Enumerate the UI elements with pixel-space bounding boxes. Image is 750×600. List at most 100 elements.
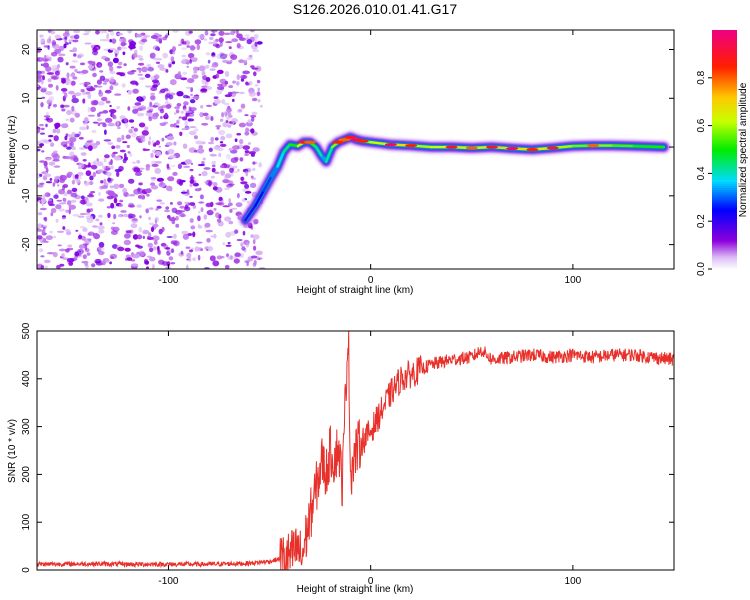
heatmap-noise-cell: [44, 165, 48, 169]
heatmap-noise-cell: [65, 156, 71, 160]
heatmap-noise-cell: [63, 43, 67, 49]
heatmap-noise-cell: [179, 205, 186, 209]
heatmap-noise-cell: [37, 228, 42, 232]
heatmap-noise-cell: [44, 192, 51, 198]
heatmap-noise-cell: [114, 53, 118, 57]
heatmap-noise-cell: [201, 170, 208, 177]
heatmap-noise-cell: [252, 147, 260, 152]
heatmap-noise-cell: [98, 214, 103, 218]
heatmap-noise-cell: [110, 226, 115, 231]
heatmap-noise-cell: [253, 245, 257, 251]
heatmap-noise-cell: [177, 163, 182, 170]
heatmap-noise-cell: [231, 207, 238, 210]
heatmap-noise-cell: [119, 203, 124, 207]
heatmap-noise-cell: [51, 65, 59, 71]
heatmap-noise-cell: [114, 49, 120, 55]
heatmap-noise-cell: [206, 237, 211, 243]
heatmap-noise-cell: [87, 194, 95, 198]
heatmap-noise-cell: [148, 222, 155, 225]
heatmap-noise-cell: [187, 233, 193, 236]
heatmap-noise-cell: [164, 35, 168, 38]
heatmap-noise-cell: [127, 106, 131, 111]
heatmap-noise-cell: [99, 70, 104, 73]
heatmap-noise-cell: [256, 91, 261, 97]
heatmap-ridge-segment: [270, 165, 279, 178]
heatmap-noise-cell: [175, 152, 179, 156]
colorbar-cell: [712, 131, 737, 135]
snr-panel: -100 0 100 0 100 200 300 400 500 Height of stra…: [7, 322, 675, 595]
heatmap-noise-cell: [84, 42, 92, 45]
heatmap-noise-cell: [228, 46, 232, 50]
heatmap-noise-cell: [102, 123, 107, 128]
heatmap-noise-cell: [221, 112, 225, 118]
heatmap-noise-cell: [147, 66, 154, 72]
heatmap-noise-cell: [153, 81, 161, 87]
heatmap-noise-cell: [255, 250, 263, 256]
colorbar-cell: [712, 265, 737, 268]
heatmap-noise-cell: [109, 105, 112, 107]
colorbar-cell: [712, 143, 737, 147]
heatmap-noise-cell: [244, 150, 250, 154]
heatmap-noise-cell: [213, 146, 220, 150]
colorbar-tick-label: 0.4: [696, 166, 707, 180]
heatmap-noise-cell: [226, 153, 231, 160]
heatmap-noise-cell: [253, 218, 259, 225]
heatmap-noise-cell: [200, 207, 204, 213]
heatmap-noise-cell: [116, 137, 122, 143]
heatmap-noise-cell: [107, 61, 114, 67]
heatmap-noise-cell: [48, 83, 53, 88]
heatmap-noise-cell: [141, 66, 148, 73]
heatmap-noise-cell: [53, 122, 61, 128]
heatmap-noise-cell: [118, 214, 122, 218]
heatmap-noise-cell: [190, 175, 194, 180]
heatmap-noise-cell: [213, 96, 219, 99]
heatmap-noise-cell: [148, 116, 152, 119]
colorbar-cell: [712, 251, 737, 254]
colorbar-cell: [712, 155, 737, 159]
heatmap-noise-cell: [103, 178, 107, 185]
heatmap-noise-cell: [162, 52, 168, 59]
heatmap-noise-cell: [43, 226, 46, 230]
heatmap-noise-cell: [84, 181, 90, 187]
heatmap-noise-cell: [154, 150, 162, 157]
heatmap-noise-cell: [62, 32, 70, 37]
heatmap-noise-cell: [223, 102, 230, 106]
heatmap-noise-cell: [204, 38, 208, 41]
heatmap-noise-cell: [107, 190, 115, 196]
heatmap-noise-cell: [62, 104, 70, 108]
colorbar-cell: [712, 107, 737, 111]
colorbar-cell: [712, 139, 737, 143]
colorbar-cell: [712, 181, 737, 184]
heatmap-noise-cell: [218, 152, 222, 158]
heatmap-noise-cell: [66, 109, 72, 116]
colorbar-cell: [712, 97, 737, 101]
colorbar-cell: [712, 257, 737, 260]
heatmap-noise-cell: [175, 215, 179, 221]
heatmap-noise-cell: [154, 161, 162, 164]
heatmap-noise-cell: [59, 174, 67, 181]
heatmap-noise-cell: [194, 246, 200, 252]
heatmap-noise-cell: [171, 164, 176, 168]
heatmap-noise-cell: [160, 180, 163, 186]
colorbar-tick-label: 0.6: [696, 118, 707, 132]
heatmap-y-tick-label: 10: [21, 92, 32, 104]
heatmap-noise-cell: [37, 85, 40, 88]
heatmap-noise-cell: [199, 194, 204, 200]
heatmap-noise-cell: [65, 133, 69, 137]
heatmap-noise-cell: [37, 223, 42, 229]
heatmap-noise-cell: [197, 225, 203, 229]
heatmap-noise-cell: [219, 41, 223, 47]
heatmap-noise-cell: [96, 85, 103, 88]
heatmap-noise-cell: [150, 152, 154, 159]
colorbar-label: Normalized spectral amplitude: [738, 82, 749, 217]
colorbar-cell: [712, 171, 737, 174]
heatmap-noise-cell: [62, 215, 66, 218]
heatmap-noise-cell: [189, 179, 195, 184]
heatmap-noise-cell: [79, 200, 83, 204]
figure-title: S126.2026.010.01.41.G17: [293, 1, 457, 17]
heatmap-noise-cell: [168, 63, 172, 68]
colorbar-cell: [712, 247, 737, 250]
heatmap-noise-cell: [132, 234, 139, 240]
heatmap-noise-cell: [170, 56, 175, 62]
heatmap-noise-cell: [98, 241, 105, 248]
